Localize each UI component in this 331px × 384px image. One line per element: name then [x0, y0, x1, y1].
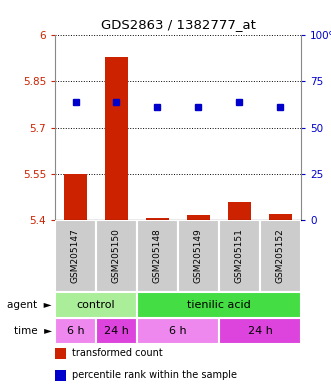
- Bar: [146, 218, 169, 220]
- Text: 6 h: 6 h: [67, 326, 84, 336]
- Text: GSM205148: GSM205148: [153, 228, 162, 283]
- Text: GSM205149: GSM205149: [194, 228, 203, 283]
- Text: 6 h: 6 h: [169, 326, 187, 336]
- Title: GDS2863 / 1382777_at: GDS2863 / 1382777_at: [101, 18, 256, 31]
- Bar: [55, 369, 66, 381]
- Text: 24 h: 24 h: [104, 326, 129, 336]
- Bar: [96, 220, 137, 292]
- Bar: [187, 215, 210, 220]
- Text: GSM205151: GSM205151: [235, 228, 244, 283]
- Text: time  ►: time ►: [14, 326, 52, 336]
- Text: transformed count: transformed count: [72, 348, 163, 358]
- Bar: [55, 318, 96, 344]
- Bar: [55, 292, 137, 318]
- Bar: [219, 220, 260, 292]
- Bar: [55, 348, 66, 359]
- Bar: [228, 202, 251, 220]
- Text: agent  ►: agent ►: [7, 300, 52, 310]
- Bar: [64, 174, 87, 220]
- Bar: [137, 318, 219, 344]
- Bar: [137, 220, 178, 292]
- Bar: [269, 214, 292, 220]
- Bar: [55, 220, 96, 292]
- Bar: [137, 292, 301, 318]
- Text: control: control: [77, 300, 115, 310]
- Text: tienilic acid: tienilic acid: [187, 300, 251, 310]
- Text: GSM205147: GSM205147: [71, 228, 80, 283]
- Text: percentile rank within the sample: percentile rank within the sample: [72, 370, 237, 380]
- Bar: [105, 56, 128, 220]
- Bar: [260, 220, 301, 292]
- Text: GSM205150: GSM205150: [112, 228, 121, 283]
- Text: 24 h: 24 h: [248, 326, 272, 336]
- Bar: [219, 318, 301, 344]
- Text: GSM205152: GSM205152: [276, 228, 285, 283]
- Bar: [96, 318, 137, 344]
- Bar: [178, 220, 219, 292]
